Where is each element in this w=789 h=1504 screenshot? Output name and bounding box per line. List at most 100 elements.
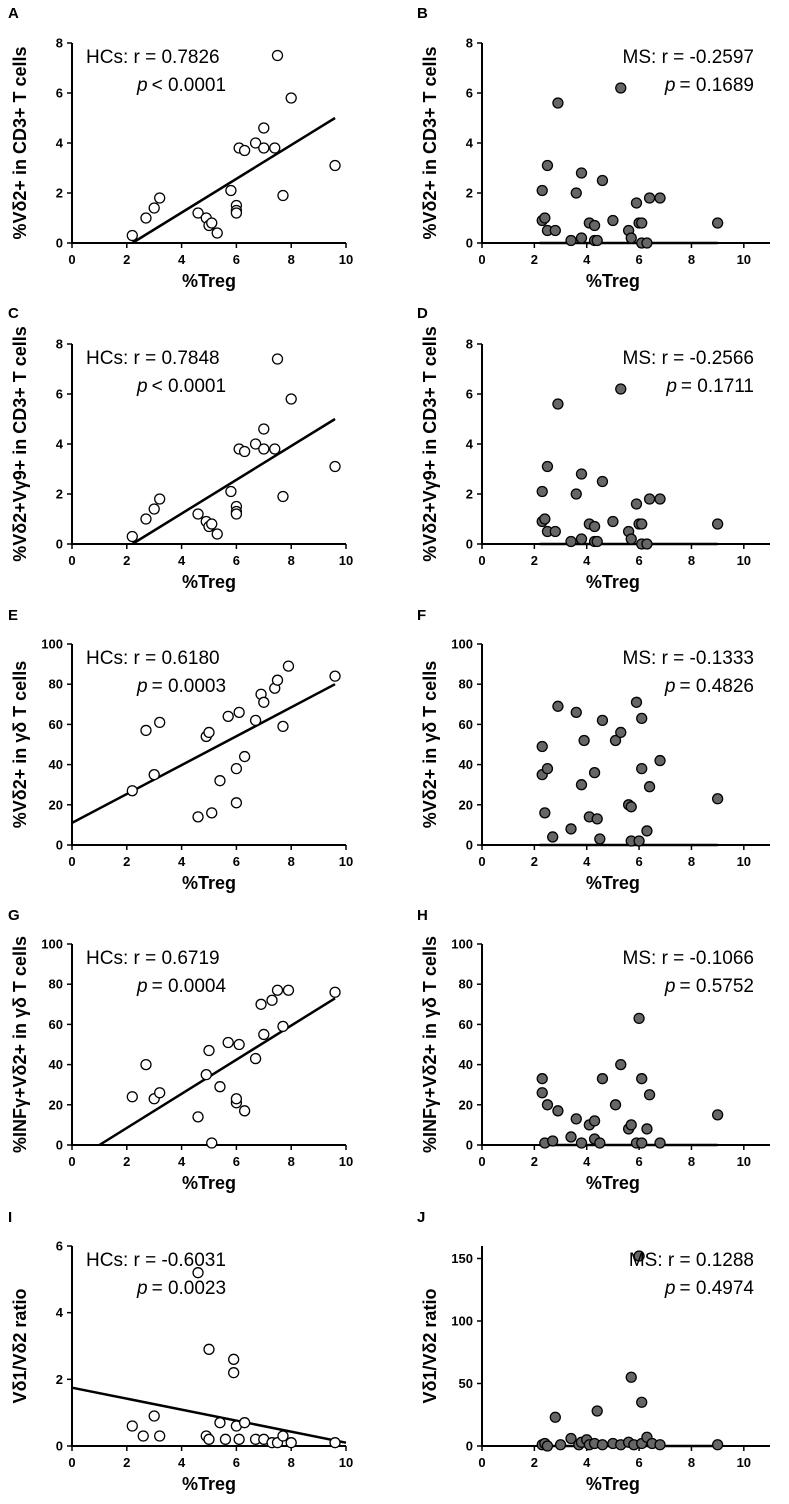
data-point (565, 1432, 577, 1445)
y-tick-label: 0 (466, 537, 473, 552)
data-point (565, 535, 577, 548)
x-tick-label: 0 (478, 252, 485, 267)
p-value: = 0.4974 (680, 1278, 755, 1299)
panel-letter: D (417, 305, 428, 322)
x-axis-label: %Treg (182, 1474, 236, 1494)
data-point (140, 513, 152, 525)
x-tick-label: 8 (688, 252, 695, 267)
data-point (148, 202, 160, 214)
data-point (607, 515, 619, 528)
data-point (148, 769, 160, 781)
panel-letter: F (417, 607, 426, 624)
x-tick-label: 0 (68, 252, 75, 267)
x-axis-label: %Treg (586, 873, 640, 893)
y-tick-label: 8 (466, 36, 473, 51)
y-tick-label: 60 (49, 717, 63, 732)
data-point (536, 1073, 548, 1085)
data-point (214, 1081, 226, 1093)
data-point (643, 1089, 656, 1101)
p-value: = 0.1711 (681, 376, 754, 397)
data-point (233, 706, 245, 718)
p-value: = 0.0023 (152, 1278, 227, 1299)
x-tick-label: 10 (737, 1154, 751, 1169)
data-point (329, 159, 341, 172)
x-tick-label: 8 (288, 1455, 295, 1470)
y-tick-label: 4 (56, 1305, 64, 1320)
y-tick-label: 6 (466, 387, 473, 402)
data-point (541, 159, 554, 172)
panel-letter: I (8, 1209, 12, 1226)
y-axis-label: %Vδ2+ in γδ T cells (420, 661, 440, 828)
panel-f: F 0 20 40 60 80 100 0 2 4 6 8 10 %Treg %Vδ2+ in γδ T c… (417, 607, 770, 893)
data-point (596, 1073, 609, 1085)
data-point (554, 1439, 567, 1451)
data-point (282, 984, 295, 996)
data-point (206, 1137, 218, 1149)
data-point (271, 353, 284, 365)
data-point (214, 1417, 226, 1429)
data-point (536, 740, 548, 753)
y-tick-label: 8 (56, 36, 63, 51)
data-point (607, 214, 619, 227)
x-axis-label: %Treg (586, 1173, 640, 1193)
data-point (203, 726, 215, 739)
data-point (192, 811, 204, 823)
data-point (233, 1433, 245, 1445)
p-value-text: p = 0.1711 (665, 376, 754, 397)
x-axis-label: %Treg (182, 271, 236, 291)
data-point (541, 1440, 554, 1452)
data-point (154, 1430, 166, 1442)
data-point (230, 207, 243, 219)
data-point (285, 92, 297, 104)
x-tick-label: 10 (737, 1455, 751, 1470)
x-tick-label: 6 (635, 1154, 642, 1169)
data-point (225, 184, 237, 197)
data-point (575, 167, 588, 179)
panel-h: H 0 20 40 60 80 100 0 2 4 6 8 10 %Treg %INFγ+Vδ2+ in γ… (417, 907, 770, 1193)
data-point (625, 1119, 637, 1131)
panel-c: C 0 2 4 6 8 0 2 4 6 8 10 %Treg %Vδ2+Vγ9+ in CD3+ T ce… (8, 305, 353, 592)
x-axis-label: %Treg (182, 572, 236, 592)
data-point (630, 197, 643, 209)
y-tick-label: 0 (466, 1439, 473, 1454)
x-tick-label: 0 (478, 1455, 485, 1470)
data-point (570, 1113, 582, 1125)
data-point (552, 398, 564, 410)
x-tick-label: 0 (68, 1455, 75, 1470)
x-tick-label: 4 (583, 252, 591, 267)
data-point (222, 1036, 234, 1049)
y-tick-label: 80 (49, 677, 63, 692)
data-point (230, 797, 243, 809)
data-point (536, 485, 548, 498)
x-tick-label: 0 (478, 1154, 485, 1169)
y-axis-label: %Vδ2+ in γδ T cells (10, 661, 30, 828)
x-tick-label: 10 (737, 553, 751, 568)
data-point (539, 513, 551, 525)
x-tick-label: 4 (583, 1455, 591, 1470)
data-point (594, 1137, 606, 1149)
y-tick-label: 6 (466, 86, 473, 101)
data-point (225, 485, 237, 498)
panel-g: G 0 20 40 60 80 100 0 2 4 6 8 10 %Treg %INFγ+Vδ2+ in γ… (8, 907, 353, 1193)
correlation-r-text: HCs: r = 0.6719 (86, 948, 220, 969)
data-point (641, 1123, 653, 1135)
data-point (565, 234, 577, 247)
correlation-r-text: MS: r = -0.1066 (623, 948, 754, 969)
data-point (565, 823, 577, 835)
x-axis-label: %Treg (182, 1173, 236, 1193)
data-point (636, 217, 648, 229)
data-point (643, 781, 656, 793)
y-tick-label: 150 (451, 1251, 473, 1266)
data-point (249, 1052, 262, 1065)
data-point (126, 785, 138, 797)
p-symbol: p (665, 376, 677, 397)
p-value-text: p = 0.0023 (136, 1278, 226, 1299)
data-point (140, 212, 152, 224)
x-tick-label: 6 (635, 553, 642, 568)
data-point (238, 144, 251, 157)
correlation-r-text: MS: r = 0.1288 (629, 1250, 754, 1271)
y-tick-label: 2 (466, 186, 473, 201)
data-point (192, 207, 204, 219)
y-axis-label: Vδ1/Vδ2 ratio (420, 1289, 440, 1404)
